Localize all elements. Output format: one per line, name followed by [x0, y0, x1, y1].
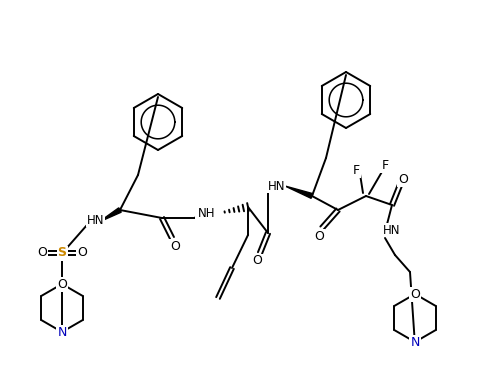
Text: H: H — [204, 206, 212, 219]
Text: O: O — [314, 229, 324, 242]
Text: N: N — [195, 206, 205, 219]
Text: N: N — [57, 326, 67, 339]
Text: O: O — [252, 254, 262, 267]
Text: HN: HN — [87, 213, 104, 226]
Text: F: F — [381, 159, 388, 172]
Polygon shape — [285, 186, 313, 198]
Text: N: N — [411, 336, 420, 349]
Text: F: F — [353, 164, 360, 177]
Polygon shape — [99, 208, 121, 222]
Text: O: O — [57, 278, 67, 290]
Text: NH: NH — [198, 206, 216, 219]
Text: HN: HN — [383, 224, 400, 236]
Text: O: O — [170, 239, 180, 252]
Text: HN: HN — [268, 180, 285, 193]
Text: O: O — [37, 247, 47, 260]
Text: O: O — [398, 172, 408, 185]
Text: O: O — [410, 288, 420, 301]
Text: S: S — [57, 247, 67, 260]
Text: O: O — [77, 247, 87, 260]
